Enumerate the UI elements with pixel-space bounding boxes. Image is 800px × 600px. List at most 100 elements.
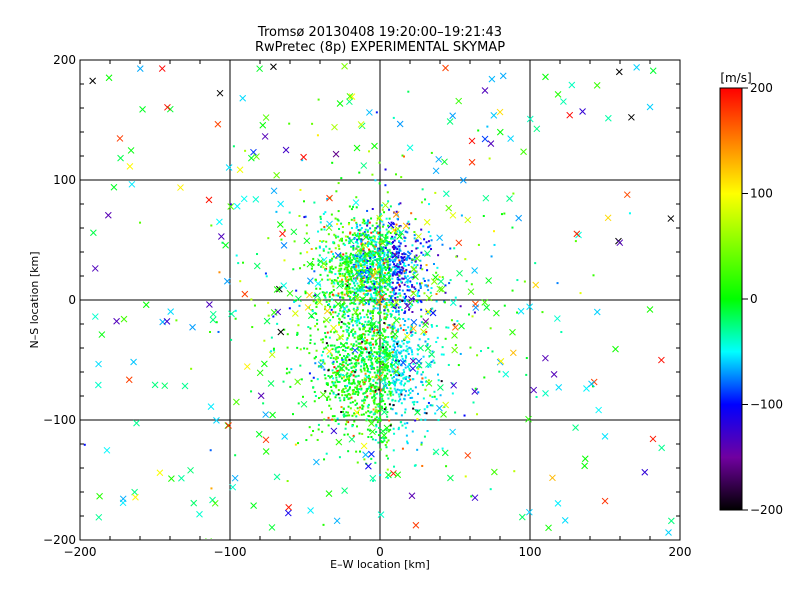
scatter-dot xyxy=(429,244,432,247)
scatter-cross xyxy=(432,448,440,456)
scatter-dot xyxy=(409,329,412,332)
scatter-dot xyxy=(353,288,356,291)
scatter-dot xyxy=(359,385,362,388)
scatter-dot xyxy=(391,300,394,303)
scatter-dot xyxy=(391,266,394,269)
scatter-dot xyxy=(416,295,419,298)
scatter-dot xyxy=(574,240,577,243)
scatter-dot xyxy=(405,258,408,261)
scatter-dot xyxy=(378,402,381,405)
scatter-dot xyxy=(376,372,379,375)
scatter-dot xyxy=(372,334,375,337)
scatter-cross xyxy=(405,252,412,260)
scatter-dot xyxy=(352,365,355,368)
scatter-dot xyxy=(355,259,358,262)
scatter-dot xyxy=(376,328,379,331)
scatter-dot xyxy=(312,263,315,266)
scatter-dot xyxy=(400,256,403,259)
scatter-dot xyxy=(388,403,391,406)
scatter-cross xyxy=(410,266,418,273)
scatter-dot xyxy=(341,280,344,283)
scatter-cross xyxy=(491,468,498,476)
scatter-dot xyxy=(368,370,371,373)
scatter-dot xyxy=(381,277,384,280)
scatter-dot xyxy=(469,346,472,349)
scatter-dot xyxy=(354,375,357,378)
scatter-dot xyxy=(389,387,392,390)
scatter-dot xyxy=(308,372,311,375)
scatter-dot xyxy=(398,362,401,365)
scatter-dot xyxy=(361,309,364,312)
scatter-dot xyxy=(349,290,352,293)
scatter-dot xyxy=(386,251,389,254)
scatter-dot xyxy=(410,349,413,352)
scatter-dot xyxy=(338,374,341,377)
scatter-dot xyxy=(353,392,356,395)
scatter-cross xyxy=(649,435,657,443)
scatter-dot xyxy=(388,324,391,327)
scatter-dot xyxy=(400,383,403,386)
scatter-dot xyxy=(399,262,402,265)
scatter-dot xyxy=(361,277,364,280)
scatter-dot xyxy=(345,239,348,242)
scatter-dot xyxy=(381,301,384,304)
scatter-dot xyxy=(288,122,291,125)
scatter-dot xyxy=(293,299,296,302)
scatter-dot xyxy=(373,235,376,238)
scatter-dot xyxy=(393,263,396,266)
scatter-cross xyxy=(633,63,640,71)
scatter-dot xyxy=(356,315,359,318)
scatter-dot xyxy=(422,333,425,336)
scatter-dot xyxy=(362,392,365,395)
scatter-cross xyxy=(262,114,270,121)
scatter-cross xyxy=(336,100,344,107)
scatter-dot xyxy=(304,290,307,293)
scatter-dot xyxy=(420,373,423,376)
scatter-dot xyxy=(431,395,434,398)
scatter-dot xyxy=(376,267,379,270)
scatter-dot xyxy=(387,310,390,313)
scatter-dot xyxy=(318,283,321,286)
scatter-dot xyxy=(421,371,424,374)
scatter-dot xyxy=(339,259,342,262)
scatter-dot xyxy=(336,417,339,420)
scatter-dot xyxy=(337,219,340,222)
scatter-cross xyxy=(404,302,411,310)
scatter-dot xyxy=(383,374,386,377)
scatter-dot xyxy=(372,240,375,243)
scatter-dot xyxy=(348,257,351,260)
scatter-cross xyxy=(256,369,264,377)
scatter-dot xyxy=(329,259,332,262)
scatter-dot xyxy=(394,382,397,385)
y-tick-label: −200 xyxy=(43,533,76,547)
scatter-dot xyxy=(315,301,318,304)
scatter-dot xyxy=(386,308,389,311)
scatter-dot xyxy=(397,265,400,268)
x-tick-label: −200 xyxy=(64,545,97,559)
x-tick-label: 200 xyxy=(669,545,692,559)
scatter-cross xyxy=(142,301,150,309)
scatter-dot xyxy=(457,364,460,367)
scatter-dot xyxy=(345,271,348,274)
scatter-dot xyxy=(324,296,327,299)
scatter-dot xyxy=(393,380,396,383)
scatter-dot xyxy=(355,240,358,243)
scatter-cross xyxy=(379,354,387,362)
scatter-dot xyxy=(411,330,414,333)
scatter-dot xyxy=(388,260,391,263)
scatter-dot xyxy=(493,243,496,246)
scatter-dot xyxy=(352,263,355,266)
scatter-dot xyxy=(368,342,371,345)
scatter-dot xyxy=(370,386,373,389)
scatter-cross xyxy=(382,361,389,369)
scatter-dot xyxy=(361,287,364,290)
scatter-dot xyxy=(363,257,366,260)
scatter-dot xyxy=(395,378,398,381)
scatter-dot xyxy=(389,296,392,299)
scatter-dot xyxy=(439,394,442,397)
scatter-dot xyxy=(367,358,370,361)
scatter-dot xyxy=(359,450,362,453)
scatter-dot xyxy=(326,331,329,334)
scatter-dot xyxy=(349,283,352,286)
scatter-dot xyxy=(350,267,353,270)
